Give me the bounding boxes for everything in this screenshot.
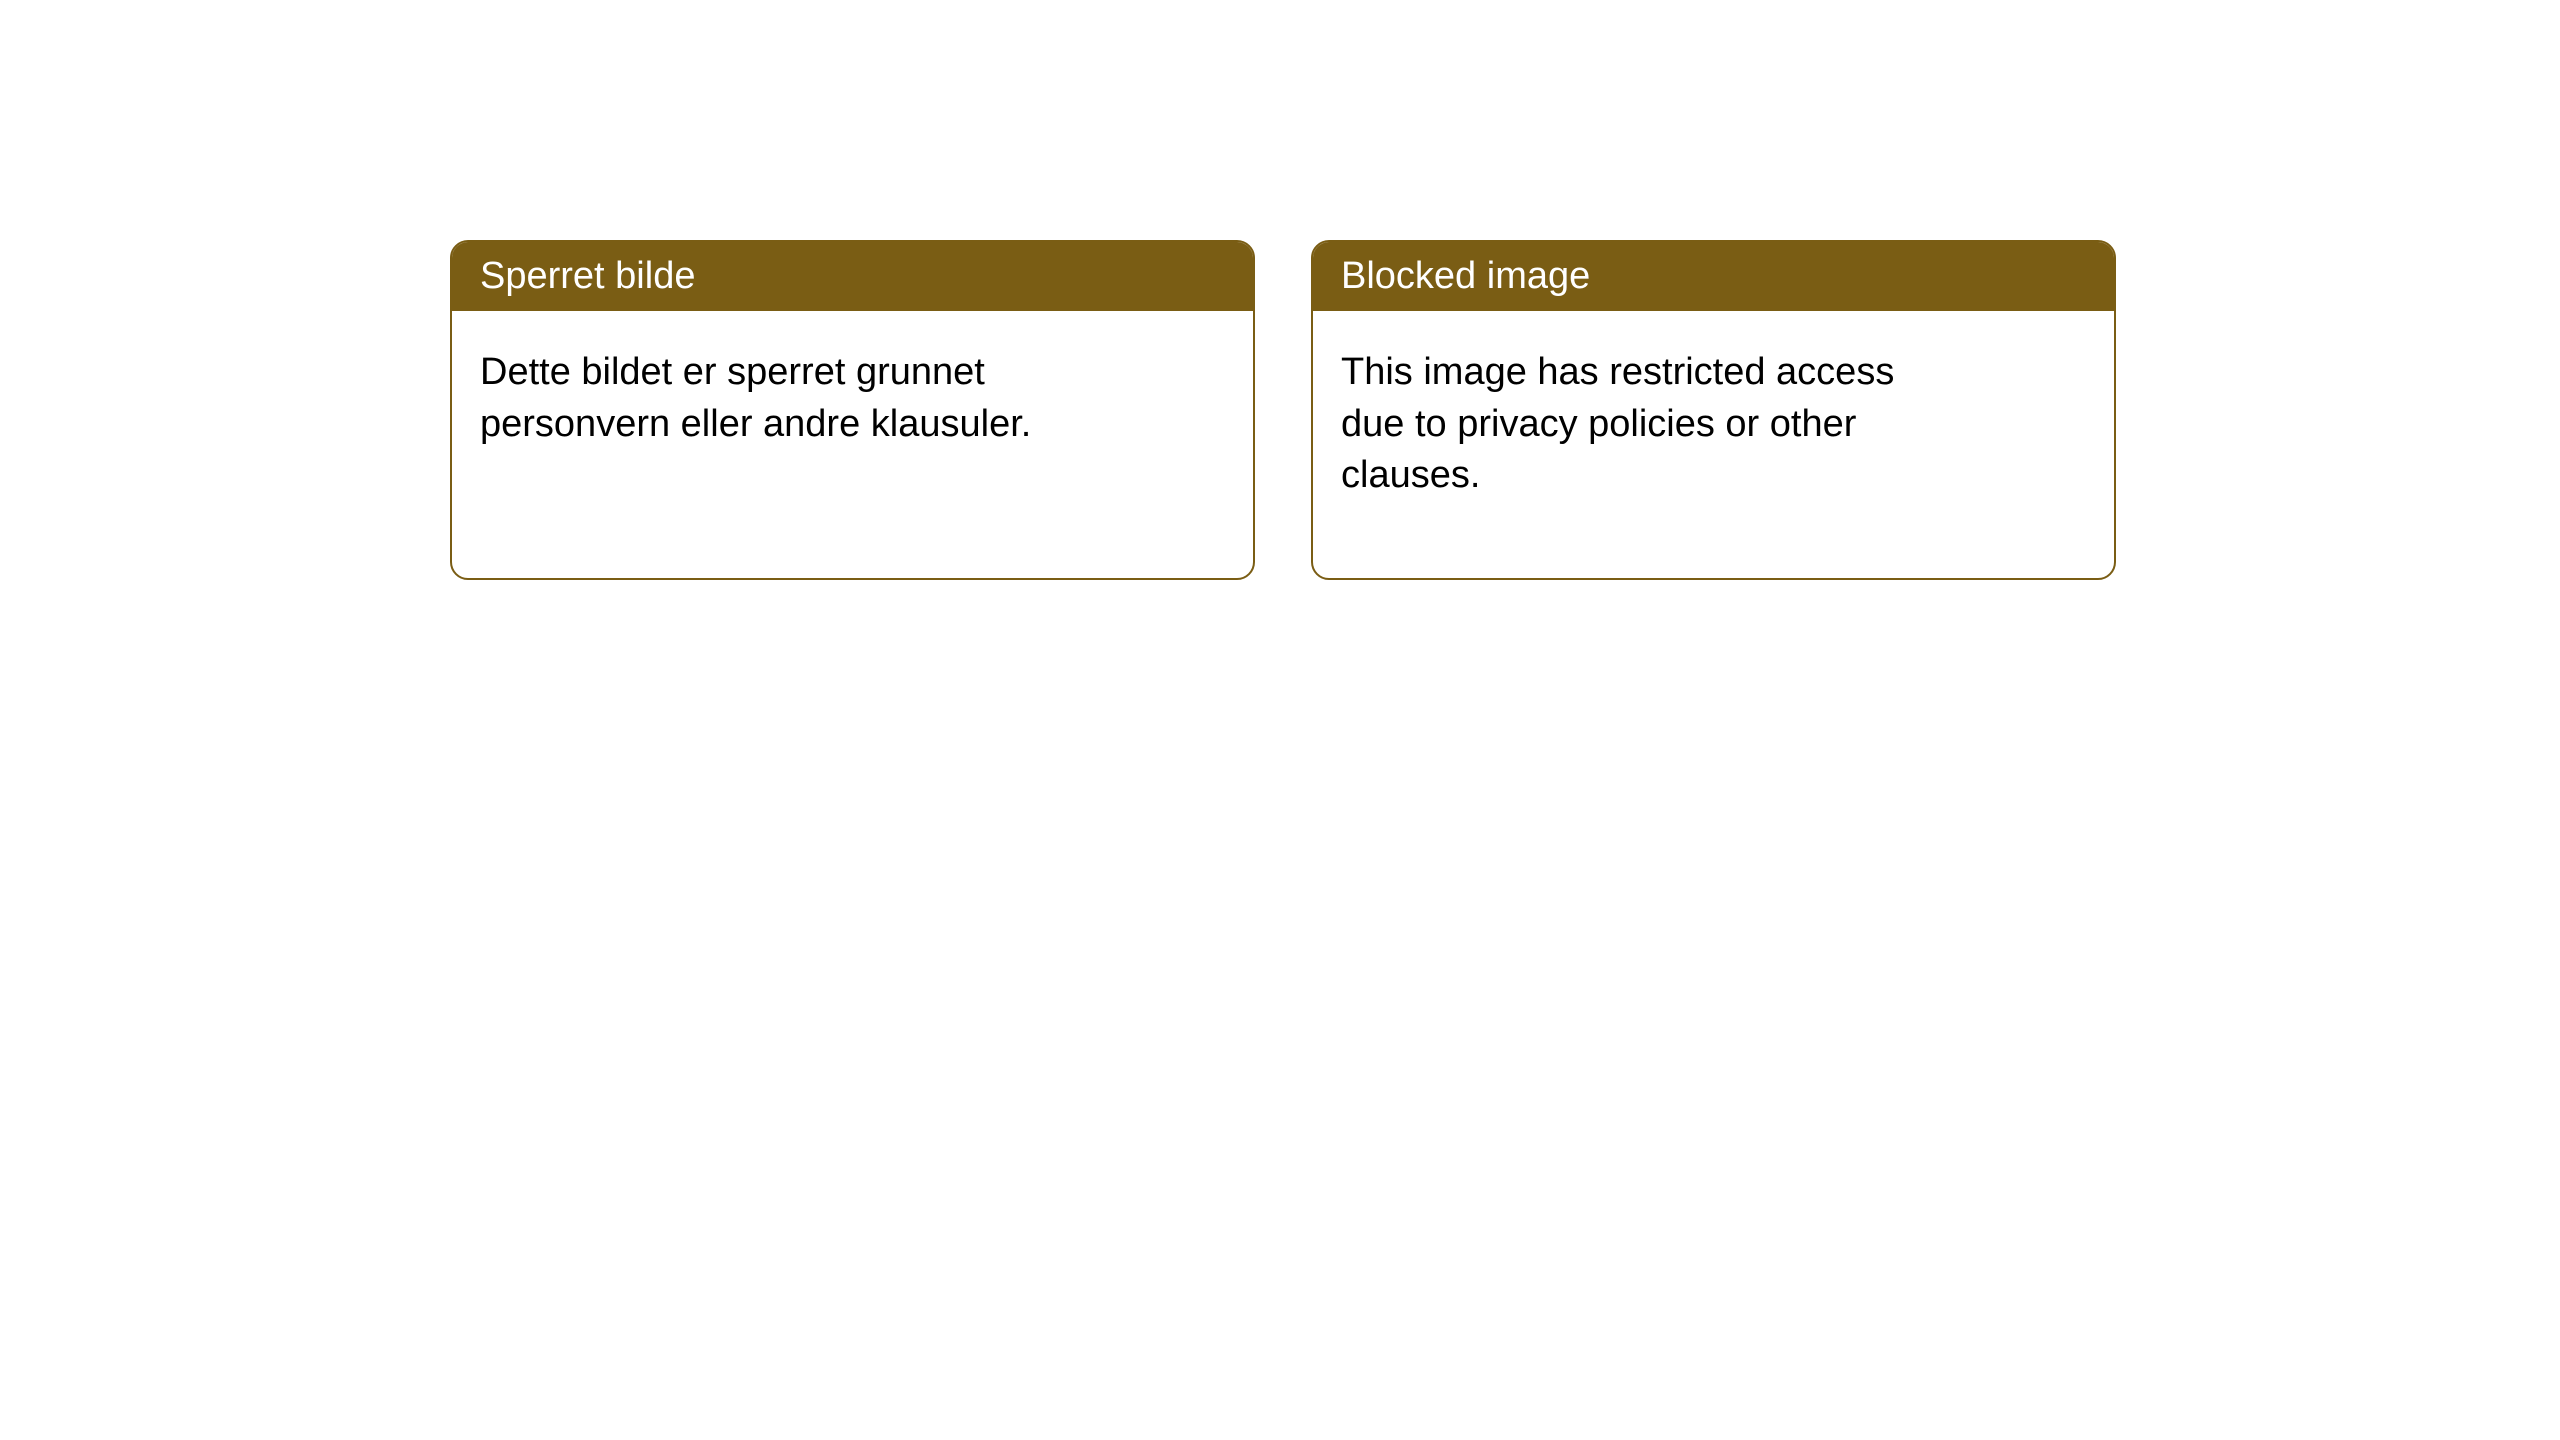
notice-card-english: Blocked image This image has restricted …	[1311, 240, 2116, 580]
notice-title: Blocked image	[1313, 242, 2114, 311]
notice-card-norwegian: Sperret bilde Dette bildet er sperret gr…	[450, 240, 1255, 580]
notice-body: This image has restricted access due to …	[1313, 311, 1993, 537]
notice-body: Dette bildet er sperret grunnet personve…	[452, 311, 1132, 486]
notice-container: Sperret bilde Dette bildet er sperret gr…	[0, 0, 2560, 580]
notice-title: Sperret bilde	[452, 242, 1253, 311]
